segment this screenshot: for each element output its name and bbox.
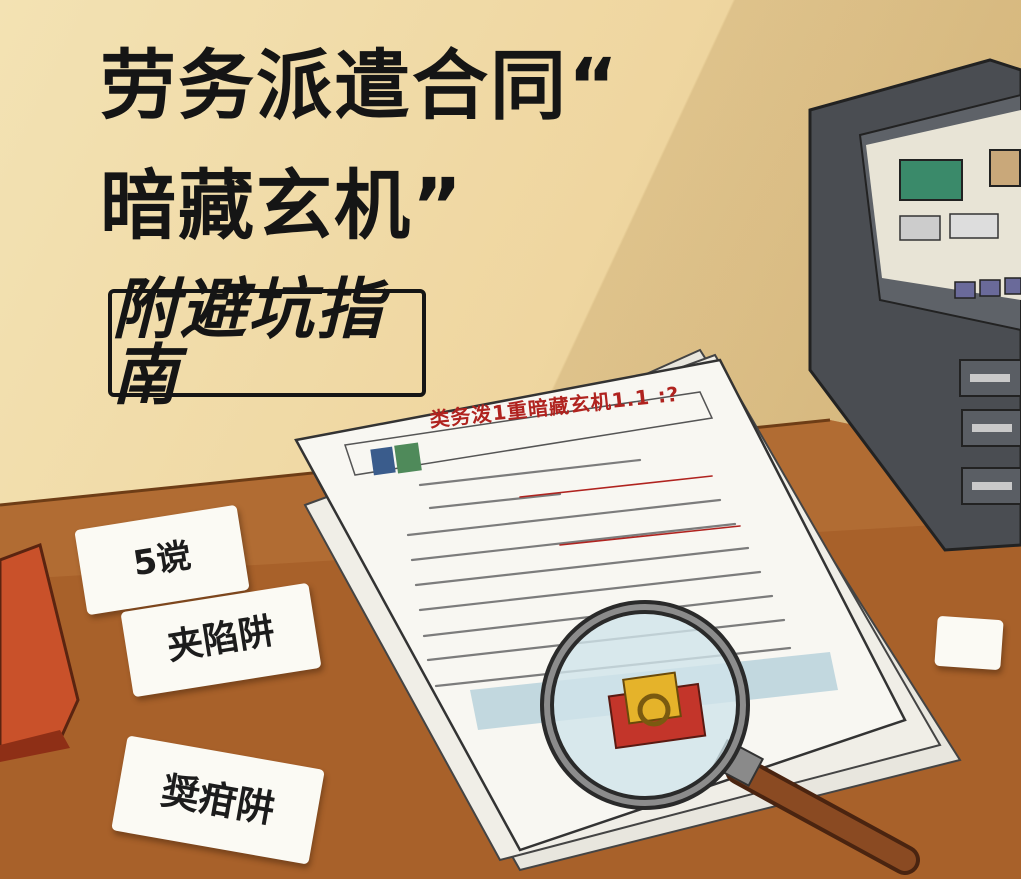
blank-card — [934, 615, 1004, 671]
subtitle: 附避坑指南 — [112, 271, 384, 414]
label-card-1-text: 5谠 — [130, 535, 194, 585]
label-card-2-text: 夹陷阱 — [164, 610, 278, 669]
cabinet-illustration — [808, 58, 1021, 552]
document-text-lines — [406, 458, 792, 688]
label-card-3-text: 奨疳阱 — [158, 768, 278, 832]
title-line-1: 劳务派遣合同“ — [100, 41, 620, 130]
folder-icon — [0, 543, 80, 762]
magnifying-glass-icon — [540, 600, 920, 875]
title-line-2: 暗藏玄机” — [100, 161, 464, 250]
subtitle-box: 附避坑指南 — [108, 277, 426, 409]
